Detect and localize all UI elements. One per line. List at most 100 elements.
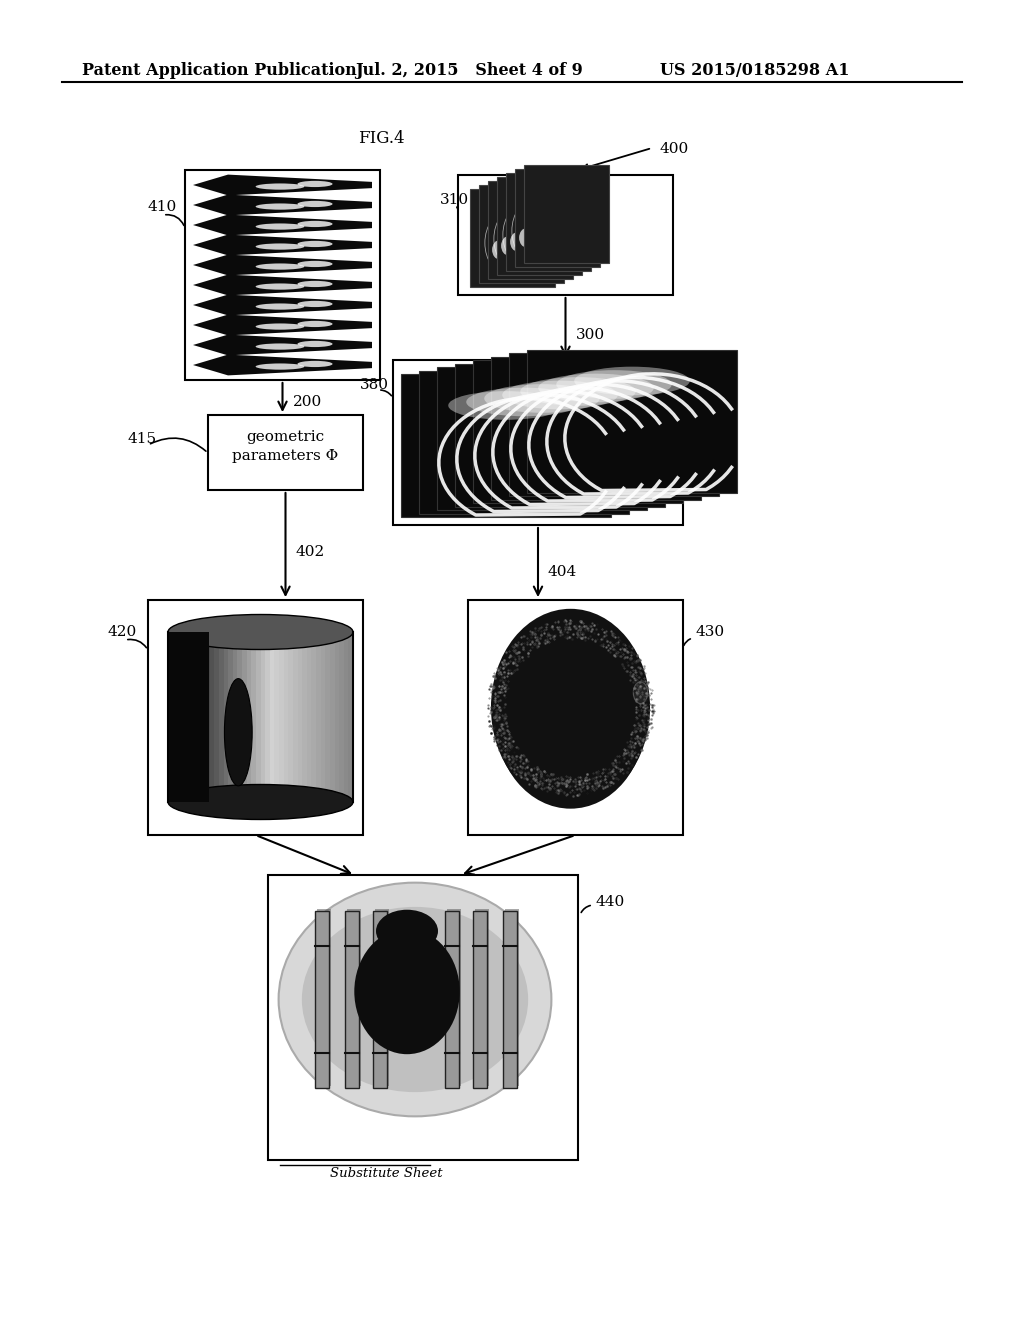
FancyArrowPatch shape [128,639,146,648]
Ellipse shape [510,232,525,252]
Ellipse shape [519,228,535,248]
Bar [293,632,299,803]
Bar [256,632,261,803]
Bar [447,909,461,1086]
Ellipse shape [539,374,653,403]
Bar [339,632,345,803]
Polygon shape [193,255,372,276]
Bar [191,632,197,803]
Bar [214,632,220,803]
Bar [437,367,647,510]
Text: 380: 380 [360,378,389,392]
Bar [205,632,211,803]
Bar [298,632,303,803]
Text: Patent Application Publication: Patent Application Publication [82,62,356,79]
Text: FIG.4: FIG.4 [358,129,404,147]
Ellipse shape [224,678,252,785]
Bar [238,632,243,803]
Text: 410: 410 [148,201,177,214]
Bar [260,632,266,803]
Bar [228,632,233,803]
Ellipse shape [556,370,672,399]
Ellipse shape [297,240,333,247]
Ellipse shape [297,301,333,308]
Bar [375,909,389,1086]
Ellipse shape [501,236,516,256]
Text: 420: 420 [108,624,137,639]
Bar [326,632,331,803]
Bar [268,875,578,1160]
Bar [185,170,380,380]
Bar [475,909,489,1086]
Ellipse shape [302,907,528,1092]
Ellipse shape [634,682,647,704]
Bar [148,601,362,836]
Bar [223,632,229,803]
Ellipse shape [354,929,460,1055]
Bar [345,911,359,1088]
Bar [232,632,239,803]
Bar [455,363,665,507]
Ellipse shape [256,284,304,289]
Ellipse shape [297,321,333,327]
Ellipse shape [376,909,438,953]
Text: 415: 415 [128,432,157,446]
Ellipse shape [466,388,582,416]
Bar [473,911,487,1088]
Polygon shape [193,174,372,195]
Bar [274,632,280,803]
Ellipse shape [297,201,333,207]
Ellipse shape [297,181,333,187]
Bar [242,632,248,803]
Bar [490,356,701,499]
Bar [279,632,285,803]
FancyArrowPatch shape [381,389,391,396]
Ellipse shape [168,784,353,820]
Text: Jul. 2, 2015   Sheet 4 of 9: Jul. 2, 2015 Sheet 4 of 9 [355,62,583,79]
Polygon shape [193,194,372,215]
Bar [509,352,719,496]
Bar [515,169,600,267]
Ellipse shape [256,203,304,210]
Bar [182,632,187,803]
Bar [288,632,294,803]
Ellipse shape [502,380,617,409]
Bar [247,632,252,803]
Ellipse shape [256,343,304,350]
Bar [503,911,517,1088]
FancyArrowPatch shape [582,906,590,912]
FancyArrowPatch shape [457,207,459,214]
Text: 430: 430 [695,624,724,639]
Bar [401,374,611,517]
Bar [330,632,336,803]
Ellipse shape [256,363,304,370]
Text: 400: 400 [660,143,689,156]
Bar [208,414,362,490]
Bar [419,371,629,513]
Polygon shape [193,215,372,235]
Bar [505,909,519,1086]
Bar [251,632,257,803]
Bar [210,632,215,803]
Bar [284,632,289,803]
Ellipse shape [297,261,333,267]
Bar [348,632,354,803]
Text: geometric
parameters Φ: geometric parameters Φ [232,430,339,463]
Ellipse shape [168,615,353,649]
Bar [347,909,361,1086]
Bar [527,350,737,492]
Text: 440: 440 [595,895,625,909]
Ellipse shape [495,626,646,809]
Bar [335,632,340,803]
Ellipse shape [256,264,304,269]
Bar [269,632,275,803]
Bar [316,632,322,803]
Ellipse shape [574,367,690,395]
Ellipse shape [484,384,600,413]
Bar [307,632,312,803]
FancyArrowPatch shape [684,639,690,645]
Ellipse shape [256,183,304,190]
Bar [219,632,224,803]
Ellipse shape [449,391,564,420]
Bar [265,632,270,803]
